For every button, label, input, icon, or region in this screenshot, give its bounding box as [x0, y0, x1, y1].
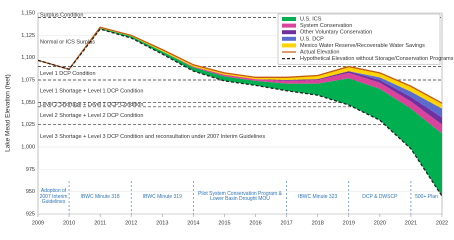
period-label: DCP & DWSCP [362, 193, 398, 200]
y-tick-label: 975 [26, 167, 35, 173]
period-label: Pilot System Conservation Program & Lowe… [198, 190, 282, 203]
condition-label: Level 1 Shortage + Level 1 DCP Condition [40, 89, 143, 95]
line [37, 26, 443, 104]
x-tick-label: 2017 [280, 220, 292, 226]
x-tick-label: 2020 [374, 220, 386, 226]
period-label: Adoption of 2007 Interim Guidelines [39, 188, 68, 206]
condition-label: Level 3 Shortage + Level 3 DCP Condition… [40, 134, 265, 140]
x-tick-label: 2009 [32, 220, 44, 226]
y-tick-label: 950 [26, 189, 35, 195]
x-tick-label: 2010 [63, 220, 75, 226]
x-tick-label: 2015 [218, 220, 230, 226]
x-tick-label: 2021 [405, 220, 417, 226]
x-tick-label: 2013 [156, 220, 168, 226]
legend-label: Mexico Water Reserve/Recoverable Water S… [300, 43, 425, 49]
y-tick-label: 1,025 [21, 122, 35, 128]
y-tick-label: 1,150 [21, 10, 35, 16]
x-tick-label: 2011 [94, 220, 106, 226]
y-tick-label: 1,100 [21, 55, 35, 61]
legend-box [277, 13, 441, 65]
y-axis-label: Lake Mead Elevation (feet) [5, 74, 12, 152]
area [38, 28, 442, 125]
legend-swatch [282, 23, 296, 28]
legend-label: System Conservation [300, 23, 352, 29]
legend-swatch [282, 43, 296, 48]
condition-label: Level 1 DCP Condition [40, 71, 96, 77]
x-tick-label: 2016 [249, 220, 261, 226]
x-tick-label: 2014 [187, 220, 199, 226]
period-label: 500+ Plan [415, 193, 438, 200]
x-tick-label: 2018 [312, 220, 324, 226]
period-label: IBWC Minute 323 [298, 193, 338, 200]
legend-swatch [282, 30, 296, 35]
legend-label: Hypothetical Elevation without Storage/C… [300, 56, 454, 62]
y-tick-label: 1,125 [21, 33, 35, 39]
condition-label: Level 2 Shortage + Level 2 DCP Condition [40, 113, 143, 119]
area [38, 28, 442, 134]
period-label: IBWC Minute 319 [142, 193, 182, 200]
legend-label: U.S. ICS [300, 16, 322, 22]
y-tick-label: 1,050 [21, 100, 35, 106]
condition-label: Surplus Condition [40, 13, 83, 19]
legend-label: Actual Elevation [300, 49, 339, 55]
condition-label: Normal or ICS Surplus [40, 39, 95, 45]
legend-swatch [282, 17, 296, 21]
period-label: IBWC Minute 318 [80, 193, 120, 200]
legend-label: U.S. DCP [300, 36, 324, 42]
x-tick-label: 2012 [125, 220, 137, 226]
legend-label: Other Voluntary Conservation [300, 30, 372, 36]
chart: Lake Mead Elevation (feet) 925 950 975 1,00… [5, 10, 454, 226]
condition-label: Level 2 Shortage + Level 1 DCP Condition [40, 102, 143, 108]
legend-swatch [282, 36, 296, 41]
x-tick-label: 2022 [436, 220, 448, 226]
y-tick-label: 925 [26, 211, 35, 217]
x-tick-label: 2019 [343, 220, 355, 226]
y-tick-label: 1,075 [21, 77, 35, 83]
y-tick-label: 1,000 [21, 144, 35, 150]
chart-svg: Lake Mead Elevation (feet) 925 950 975 1,00… [5, 10, 454, 226]
